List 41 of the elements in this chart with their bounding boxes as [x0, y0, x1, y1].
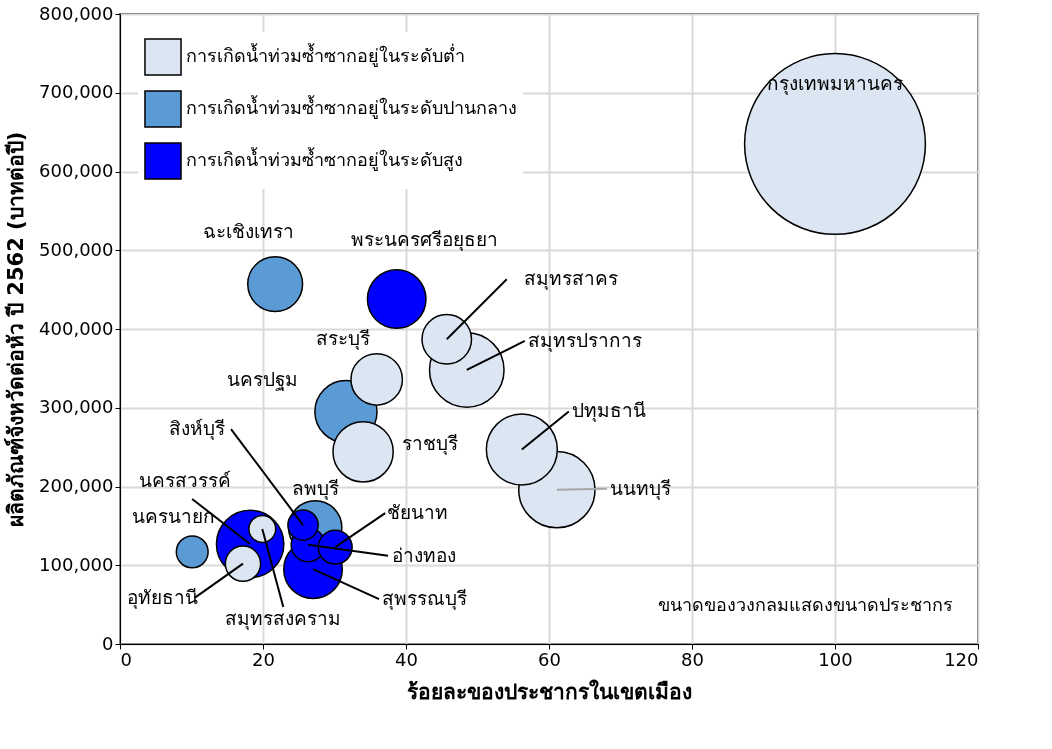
annotation: สมุทรปราการ — [527, 328, 642, 353]
legend-label: การเกิดน้ำท่วมซ้ำซากอยู่ในระดับปานกลาง — [186, 95, 517, 119]
annotation: นครนายก — [131, 504, 215, 527]
annotation: อ่างทอง — [392, 543, 457, 566]
annotation: นครสวรรค์ — [139, 468, 232, 491]
annotation: ขนาดของวงกลมแสดงขนาดประชากร — [658, 594, 953, 615]
annotation: กรุงเทพมหานคร — [767, 71, 903, 96]
annotation: อุทัยธานี — [127, 585, 199, 610]
y-axis-title: ผลิตภัณฑ์จังหวัดต่อหัว ปี 2562 (บาทต่อปี) — [4, 131, 29, 528]
y-tick-label: 800,000 — [39, 2, 114, 24]
x-tick-label: 120 — [944, 648, 979, 670]
y-tick-label: 400,000 — [39, 317, 114, 339]
legend-label: การเกิดน้ำท่วมซ้ำซากอยู่ในระดับต่ำ — [186, 43, 465, 67]
annotation: สมุทรสงคราม — [225, 607, 342, 632]
y-tick-label: 600,000 — [39, 160, 114, 181]
y-tick-label: 0 — [102, 632, 114, 654]
annotation: ชัยนาท — [387, 501, 449, 524]
y-tick-label: 500,000 — [39, 238, 114, 260]
annotation: นนทบุรี — [609, 476, 671, 501]
x-tick-label: 20 — [252, 648, 275, 670]
annotation: สุพรรณบุรี — [382, 587, 468, 612]
x-tick-label: 60 — [538, 648, 561, 670]
annotation: นครปฐม — [227, 367, 299, 391]
annotation: ราชบุรี — [402, 431, 459, 456]
annotation: ฉะเชิงเทรา — [202, 220, 294, 243]
x-axis-title: ร้อยละของประชากรในเขตเมือง — [407, 678, 692, 704]
x-tick-label: 40 — [395, 648, 418, 670]
annotation: สระบุรี — [315, 327, 370, 352]
annotation: ลพบุรี — [291, 477, 339, 502]
y-tick-label: 700,000 — [39, 81, 114, 103]
x-tick-label: 80 — [681, 648, 704, 670]
annotation: พระนครศรีอยุธยา — [351, 228, 499, 253]
annotation: ปทุมธานี — [571, 399, 646, 424]
y-tick-label: 100,000 — [39, 553, 114, 575]
annotation: สมุทรสาคร — [523, 267, 618, 292]
legend-label: การเกิดน้ำท่วมซ้ำซากอยู่ในระดับสูง — [186, 147, 463, 171]
y-tick-label: 300,000 — [39, 396, 114, 418]
y-tick-label: 200,000 — [39, 475, 114, 496]
x-tick-label: 0 — [120, 648, 132, 670]
annotation: สิงห์บุรี — [169, 417, 226, 442]
x-tick-label: 100 — [818, 648, 853, 670]
